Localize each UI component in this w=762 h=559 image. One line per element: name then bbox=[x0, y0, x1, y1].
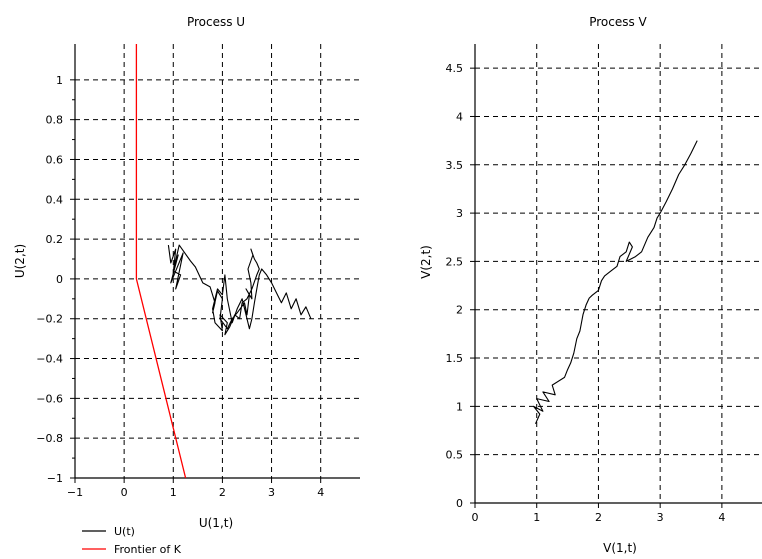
y-tick-label: 0.2 bbox=[46, 233, 64, 246]
series-group bbox=[135, 44, 312, 479]
y-tick-label: 0 bbox=[56, 273, 63, 286]
y-axis-label: U(2,t) bbox=[13, 244, 27, 278]
y-tick-label: 0 bbox=[456, 497, 463, 510]
y-tick-label: 0.8 bbox=[46, 114, 64, 127]
y-tick-label: 0.6 bbox=[46, 153, 64, 166]
x-tick-label: 3 bbox=[268, 486, 275, 499]
y-tick-label: 3 bbox=[456, 207, 463, 220]
y-tick-label: 4 bbox=[456, 110, 463, 123]
legend-label-frontier: Frontier of K bbox=[114, 543, 182, 556]
x-tick-label: 4 bbox=[718, 511, 725, 524]
y-tick-label: 1 bbox=[56, 74, 63, 87]
grid bbox=[475, 44, 762, 503]
y-tick-label: 1 bbox=[456, 400, 463, 413]
series-group bbox=[533, 140, 698, 425]
y-tick-label: −0.8 bbox=[36, 432, 63, 445]
y-tick-label: 4.5 bbox=[446, 62, 464, 75]
legend-label-u: U(t) bbox=[114, 525, 135, 538]
series-line-u-t bbox=[167, 244, 312, 336]
x-tick-label: −1 bbox=[67, 486, 83, 499]
y-tick-label: −1 bbox=[47, 472, 63, 485]
x-tick-label: 0 bbox=[472, 511, 479, 524]
chart-process-v: Process V 0 1 2 3 4 0 0.5 1 1.5 2 2.5 3 3.5 4 4.5 V(1,… bbox=[419, 15, 762, 555]
x-tick-label: 1 bbox=[533, 511, 540, 524]
y-tick-label: 1.5 bbox=[446, 352, 464, 365]
tick-labels: −1 0 1 2 3 4 −1 −0.8 −0.6 −0.4 −0.2 0 0.2 0.4 0.6 0.8 1 bbox=[36, 74, 324, 499]
x-axis-label: U(1,t) bbox=[199, 516, 233, 530]
axes bbox=[470, 44, 762, 508]
y-tick-label: 2.5 bbox=[446, 255, 464, 268]
x-tick-label: 4 bbox=[317, 486, 324, 499]
y-tick-label: −0.2 bbox=[36, 313, 63, 326]
series-line-frontier-of-k bbox=[135, 44, 187, 479]
y-tick-label: 0.5 bbox=[446, 449, 464, 462]
chart-title: Process V bbox=[589, 15, 647, 29]
tick-labels: 0 1 2 3 4 0 0.5 1 1.5 2 2.5 3 3.5 4 4.5 bbox=[446, 62, 726, 524]
legend: U(t) Frontier of K bbox=[82, 525, 182, 556]
y-tick-label: −0.6 bbox=[36, 392, 63, 405]
y-tick-label: 2 bbox=[456, 304, 463, 317]
axes bbox=[70, 44, 360, 483]
x-tick-label: 0 bbox=[121, 486, 128, 499]
chart-process-u: Process U −1 0 1 2 3 4 −1 −0.8 −0.6 −0.4 −0.2 0 0.2 0… bbox=[13, 15, 360, 530]
y-tick-label: −0.4 bbox=[36, 353, 63, 366]
chart-title: Process U bbox=[187, 15, 245, 29]
x-tick-label: 1 bbox=[170, 486, 177, 499]
x-tick-label: 2 bbox=[219, 486, 226, 499]
series-line-path bbox=[533, 140, 698, 425]
x-axis-label: V(1,t) bbox=[603, 541, 637, 555]
y-axis-label: V(2,t) bbox=[419, 245, 433, 279]
grid bbox=[75, 44, 360, 478]
x-tick-label: 2 bbox=[595, 511, 602, 524]
y-tick-label: 3.5 bbox=[446, 159, 464, 172]
y-tick-label: 0.4 bbox=[46, 193, 64, 206]
x-tick-label: 3 bbox=[657, 511, 664, 524]
